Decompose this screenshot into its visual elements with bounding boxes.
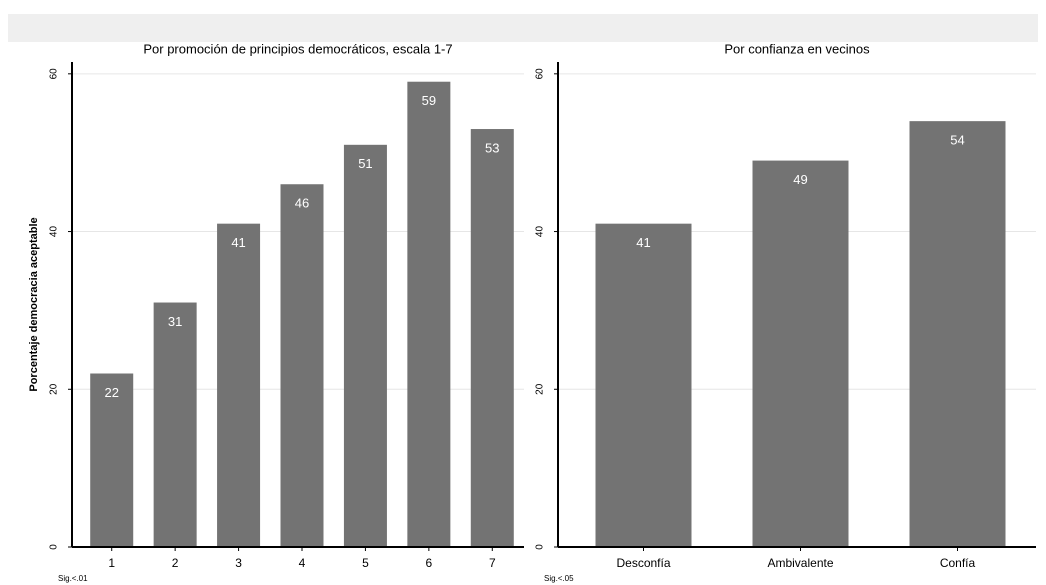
value-label: 54 — [950, 133, 964, 148]
x-tick-label: 5 — [362, 556, 369, 570]
value-label: 59 — [422, 93, 436, 108]
x-tick-label: 4 — [299, 556, 306, 570]
value-label: 53 — [485, 140, 499, 155]
value-label: 41 — [636, 235, 650, 250]
bar — [217, 223, 261, 547]
value-label: 41 — [231, 235, 245, 250]
x-tick-label: 6 — [426, 556, 433, 570]
bar — [343, 144, 387, 547]
value-label: 51 — [358, 156, 372, 171]
value-label: 46 — [295, 196, 309, 211]
bar — [909, 121, 1006, 548]
bar — [90, 373, 134, 547]
bar — [280, 184, 324, 547]
y-tick-label: 60 — [49, 68, 60, 80]
bar — [752, 160, 849, 547]
x-tick-label: 1 — [108, 556, 115, 570]
y-tick-label: 60 — [535, 68, 546, 80]
y-tick-label: 20 — [49, 383, 60, 395]
bar — [470, 129, 514, 547]
y-tick-label: 0 — [535, 544, 546, 550]
value-label: 49 — [793, 172, 807, 187]
panel-title: Por promoción de principios democráticos… — [143, 41, 452, 56]
y-tick-label: 40 — [49, 226, 60, 238]
x-tick-label: 2 — [172, 556, 179, 570]
y-tick-label: 20 — [535, 383, 546, 395]
note: Sig.<.05 — [544, 574, 574, 583]
bar — [407, 81, 451, 547]
x-tick-label: Ambivalente — [767, 556, 833, 570]
y-tick-label: 0 — [49, 544, 60, 550]
bar — [153, 302, 197, 547]
note: Sig.<.01 — [58, 574, 88, 583]
x-tick-label: 7 — [489, 556, 496, 570]
panel-title: Por confianza en vecinos — [724, 41, 870, 56]
value-label: 22 — [104, 385, 118, 400]
y-tick-label: 40 — [535, 226, 546, 238]
x-tick-label: Desconfía — [616, 556, 670, 570]
x-tick-label: 3 — [235, 556, 242, 570]
x-tick-label: Confía — [940, 556, 976, 570]
value-label: 31 — [168, 314, 182, 329]
y-axis-title: Porcentaje democracia aceptable — [28, 217, 40, 391]
bar — [595, 223, 692, 547]
header-band — [8, 14, 1038, 42]
